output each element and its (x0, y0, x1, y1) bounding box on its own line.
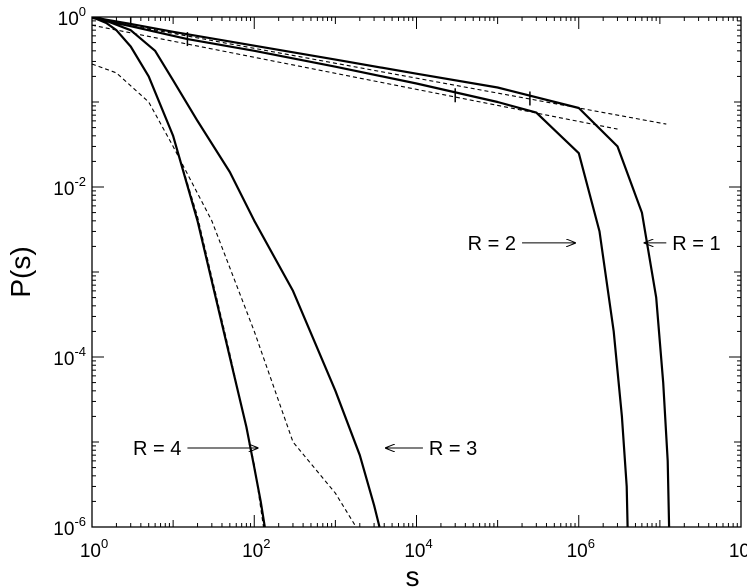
annotation-label: R = 3 (429, 438, 477, 460)
x-tick-label: 108 (729, 536, 747, 562)
plot-frame (91, 16, 742, 528)
series-line-2 (92, 17, 629, 527)
y-axis-label: P(s) (5, 246, 36, 297)
series-layer (92, 17, 671, 527)
series-line-6 (92, 24, 618, 130)
x-tick-label: 106 (567, 536, 595, 562)
series-line-1 (92, 17, 671, 527)
series-line-5 (92, 17, 667, 125)
y-tick-label: 10-4 (53, 344, 86, 370)
y-tick-label: 10-6 (53, 514, 86, 540)
x-tick-label: 104 (404, 536, 432, 562)
x-axis-label: s (406, 561, 420, 587)
annotations-layer: R = 2 R = 1 R = 4 R = 3 (133, 233, 721, 460)
annotation-label: R = 2 (468, 233, 516, 255)
series-line-8 (172, 135, 265, 527)
annotation-label: R = 1 (672, 233, 720, 255)
series-line-4 (92, 17, 266, 527)
annotation-label: R = 4 (133, 438, 181, 460)
series-line-3 (92, 17, 381, 527)
y-tick-label: 100 (58, 4, 86, 30)
ticks-layer: 100 102 104 106 108 10-6 10-4 10-2 100 (53, 4, 747, 562)
y-tick-label: 10-2 (53, 174, 86, 200)
x-tick-label: 100 (80, 536, 108, 562)
x-tick-label: 102 (242, 536, 270, 562)
series-line-7 (92, 63, 357, 527)
